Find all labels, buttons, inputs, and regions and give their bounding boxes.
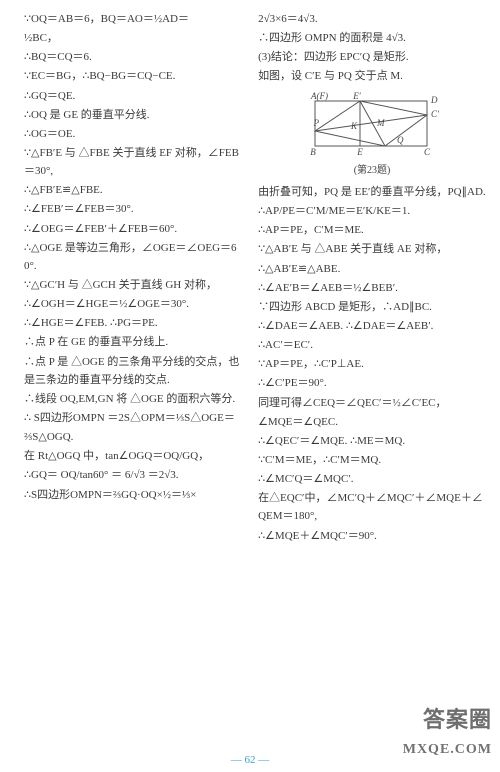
body-line: ∠MQE＝∠QEC. — [258, 413, 486, 431]
body-line: ∴∠QEC′＝∠MQE. ∴ME＝MQ. — [258, 432, 486, 450]
page-number: — 62 — — [0, 754, 500, 766]
body-line: ∴AP＝PE，C′M＝ME. — [258, 221, 486, 239]
svg-text:M: M — [376, 118, 385, 128]
svg-text:B: B — [310, 147, 316, 157]
body-line: ∵C′M＝ME，∴C′M＝MQ. — [258, 451, 486, 469]
body-line: ∴GQ＝QE. — [24, 87, 244, 105]
body-line: 在△EQC′中，∠MC′Q＋∠MQC′＋∠MQE＋∠QEM＝180°, — [258, 489, 486, 525]
body-line: ∴S四边形OMPN＝⅔GQ·OQ×½＝⅓× — [24, 486, 244, 504]
body-line: ∴OQ 是 GE 的垂直平分线. — [24, 106, 244, 124]
svg-text:A(F): A(F) — [310, 91, 328, 101]
svg-text:C: C — [424, 147, 431, 157]
right-column: 2√3×6＝4√3.∴四边形 OMPN 的面积是 4√3.(3)结论：四边形 E… — [254, 10, 486, 546]
body-line: 2√3×6＝4√3. — [258, 10, 486, 28]
body-line: ½BC， — [24, 29, 244, 47]
body-line: ∴∠C′PE＝90°. — [258, 374, 486, 392]
left-column: ∵OQ＝AB＝6，BQ＝AO＝½AD＝½BC，∴BQ＝CQ＝6.∵EC＝BG，∴… — [24, 10, 254, 546]
body-line: 同理可得∠CEQ＝∠QEC′＝½∠C′EC， — [258, 394, 486, 412]
body-line: ∴AC′＝EC′. — [258, 336, 486, 354]
body-line: 由折叠可知，PQ 是 EE′的垂直平分线，PQ∥AD. — [258, 183, 486, 201]
watermark-text-1: 答案圈 — [423, 702, 492, 734]
body-line: (3)结论：四边形 EPC′Q 是矩形. — [258, 48, 486, 66]
svg-text:C′: C′ — [431, 109, 440, 119]
body-line: ∴点 P 是 △OGE 的三条角平分线的交点，也是三条边的垂直平分线的交点. — [24, 353, 244, 389]
geometry-diagram: A(F) E′ D P K M C′ Q B E C — [297, 91, 447, 161]
svg-text:D: D — [430, 95, 438, 105]
svg-text:E: E — [356, 147, 363, 157]
body-line: ⅔S△OGQ. — [24, 428, 244, 446]
body-line: ∴GQ＝ OQ/tan60° ＝ 6/√3 ＝2√3. — [24, 466, 244, 484]
body-line: ∴△AB′E≌△ABE. — [258, 260, 486, 278]
diagram-caption: (第23题) — [258, 163, 486, 180]
body-line: ∴∠MC′Q＝∠MQC′. — [258, 470, 486, 488]
body-line: 在 Rt△OGQ 中，tan∠OGQ＝OQ/GQ， — [24, 447, 244, 465]
body-line: ∵四边形 ABCD 是矩形，∴AD∥BC. — [258, 298, 486, 316]
body-line: ∵△FB′E 与 △FBE 关于直线 EF 对称，∠FEB＝30°, — [24, 144, 244, 180]
body-line: ∴△OGE 是等边三角形，∠OGE＝∠OEG＝60°. — [24, 239, 244, 275]
body-line: ∴点 P 在 GE 的垂直平分线上. — [24, 333, 244, 351]
body-line: ∴∠AE′B＝∠AEB＝½∠BEB′. — [258, 279, 486, 297]
body-line: ∴∠DAE＝∠AEB. ∴∠DAE＝∠AEB′. — [258, 317, 486, 335]
svg-text:K: K — [350, 121, 358, 131]
body-line: ∵△GC′H 与 △GCH 关于直线 GH 对称， — [24, 276, 244, 294]
body-line: ∴∠HGE＝∠FEB. ∴PG＝PE. — [24, 314, 244, 332]
svg-text:P: P — [313, 118, 320, 128]
body-line: ∴∠MQE＋∠MQC′＝90°. — [258, 527, 486, 545]
body-line: ∵EC＝BG，∴BQ−BG＝CQ−CE. — [24, 67, 244, 85]
body-line: ∴∠OGH＝∠HGE＝½∠OGE＝30°. — [24, 295, 244, 313]
body-line: ∴BQ＝CQ＝6. — [24, 48, 244, 66]
body-line: ∴OG＝OE. — [24, 125, 244, 143]
body-line: ∴∠OEG＝∠FEB′＋∠FEB＝60°. — [24, 220, 244, 238]
body-line: ∴四边形 OMPN 的面积是 4√3. — [258, 29, 486, 47]
body-line: ∴线段 OQ,EM,GN 将 △OGE 的面积六等分. — [24, 390, 244, 408]
body-line: ∴△FB′E≌△FBE. — [24, 181, 244, 199]
body-line: ∴ S四边形OMPN ＝2S△OPM＝⅓S△OGE＝ — [24, 409, 244, 427]
body-line: ∵OQ＝AB＝6，BQ＝AO＝½AD＝ — [24, 10, 244, 28]
body-line: 如图，设 C′E 与 PQ 交于点 M. — [258, 67, 486, 85]
body-line: ∵△AB′E 与 △ABE 关于直线 AE 对称， — [258, 240, 486, 258]
body-line: ∴∠FEB′＝∠FEB＝30°. — [24, 200, 244, 218]
page-root: ∵OQ＝AB＝6，BQ＝AO＝½AD＝½BC，∴BQ＝CQ＝6.∵EC＝BG，∴… — [0, 0, 500, 556]
svg-text:Q: Q — [397, 135, 404, 145]
body-line: ∵AP＝PE，∴C′P⊥AE. — [258, 355, 486, 373]
svg-text:E′: E′ — [352, 91, 361, 101]
body-line: ∴AP/PE＝C′M/ME＝E′K/KE＝1. — [258, 202, 486, 220]
